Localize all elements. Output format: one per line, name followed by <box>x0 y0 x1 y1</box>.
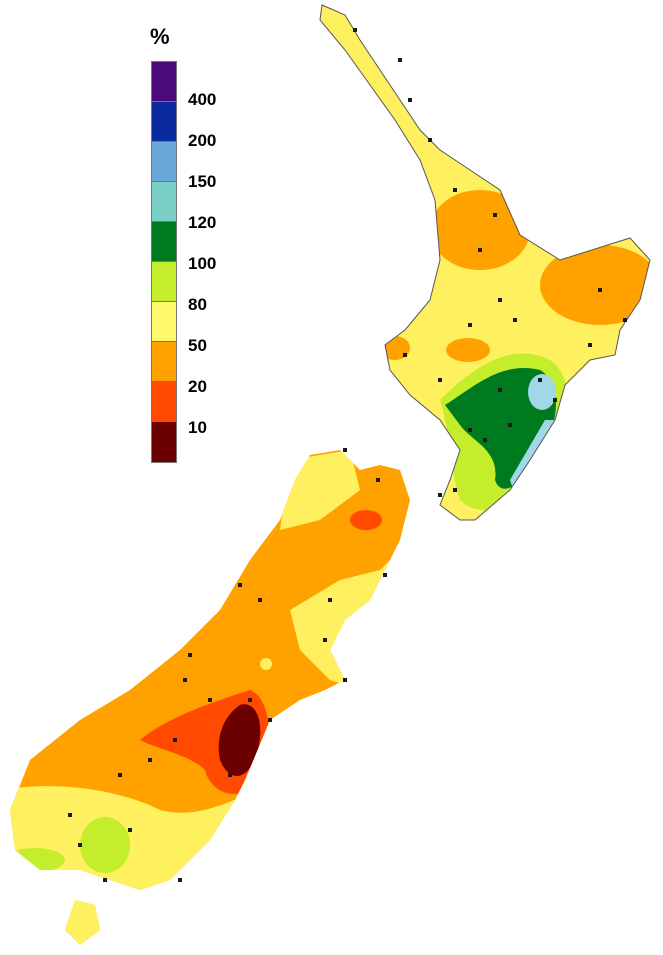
legend-label: 80 <box>188 295 207 314</box>
station-marker <box>323 638 327 642</box>
legend-swatch <box>152 102 176 142</box>
station-marker <box>178 878 182 882</box>
legend-label: 100 <box>188 254 217 273</box>
station-marker <box>148 758 152 762</box>
station-marker <box>513 318 517 322</box>
station-marker <box>343 678 347 682</box>
station-marker <box>343 448 347 452</box>
station-marker <box>538 378 542 382</box>
legend-label: 10 <box>188 418 207 437</box>
legend-swatch <box>152 342 176 382</box>
station-marker <box>623 318 627 322</box>
legend-swatch <box>152 382 176 422</box>
station-marker <box>353 28 357 32</box>
station-marker <box>398 58 402 62</box>
legend-swatch <box>152 422 176 462</box>
legend-label: 50 <box>188 336 207 355</box>
legend-swatch <box>152 182 176 222</box>
station-marker <box>238 583 242 587</box>
station-marker <box>103 878 107 882</box>
station-marker <box>376 478 380 482</box>
legend-title: % <box>150 24 170 49</box>
station-marker <box>498 298 502 302</box>
station-marker <box>453 188 457 192</box>
station-marker <box>453 488 457 492</box>
station-marker <box>118 773 122 777</box>
station-marker <box>468 428 472 432</box>
station-marker <box>498 388 502 392</box>
station-marker <box>68 813 72 817</box>
station-marker <box>553 398 557 402</box>
station-marker <box>328 598 332 602</box>
legend-color-bar <box>151 61 177 463</box>
legend-swatch <box>152 302 176 342</box>
legend-label: 400 <box>188 90 217 109</box>
station-marker <box>428 138 432 142</box>
north-island <box>320 5 650 520</box>
station-marker <box>438 493 442 497</box>
legend-swatch <box>152 142 176 182</box>
station-marker <box>383 573 387 577</box>
station-marker <box>588 343 592 347</box>
station-marker <box>483 438 487 442</box>
station-marker <box>258 598 262 602</box>
station-marker <box>598 288 602 292</box>
station-marker <box>478 248 482 252</box>
station-marker <box>208 698 212 702</box>
legend-swatch <box>152 262 176 302</box>
station-marker <box>78 843 82 847</box>
station-marker <box>493 213 497 217</box>
station-marker <box>268 718 272 722</box>
legend-label: 200 <box>188 131 217 150</box>
legend-swatch <box>152 62 176 102</box>
station-marker <box>403 353 407 357</box>
legend-label: 20 <box>188 377 207 396</box>
station-marker <box>468 323 472 327</box>
station-marker <box>508 423 512 427</box>
station-marker <box>128 828 132 832</box>
station-marker <box>173 738 177 742</box>
station-marker <box>183 678 187 682</box>
legend-swatch <box>152 222 176 262</box>
station-markers <box>68 28 627 882</box>
station-marker <box>228 773 232 777</box>
legend-label: 150 <box>188 172 217 191</box>
legend-label: 120 <box>188 213 217 232</box>
station-marker <box>248 698 252 702</box>
south-island <box>10 450 410 945</box>
station-marker <box>438 378 442 382</box>
station-marker <box>188 653 192 657</box>
station-marker <box>408 98 412 102</box>
